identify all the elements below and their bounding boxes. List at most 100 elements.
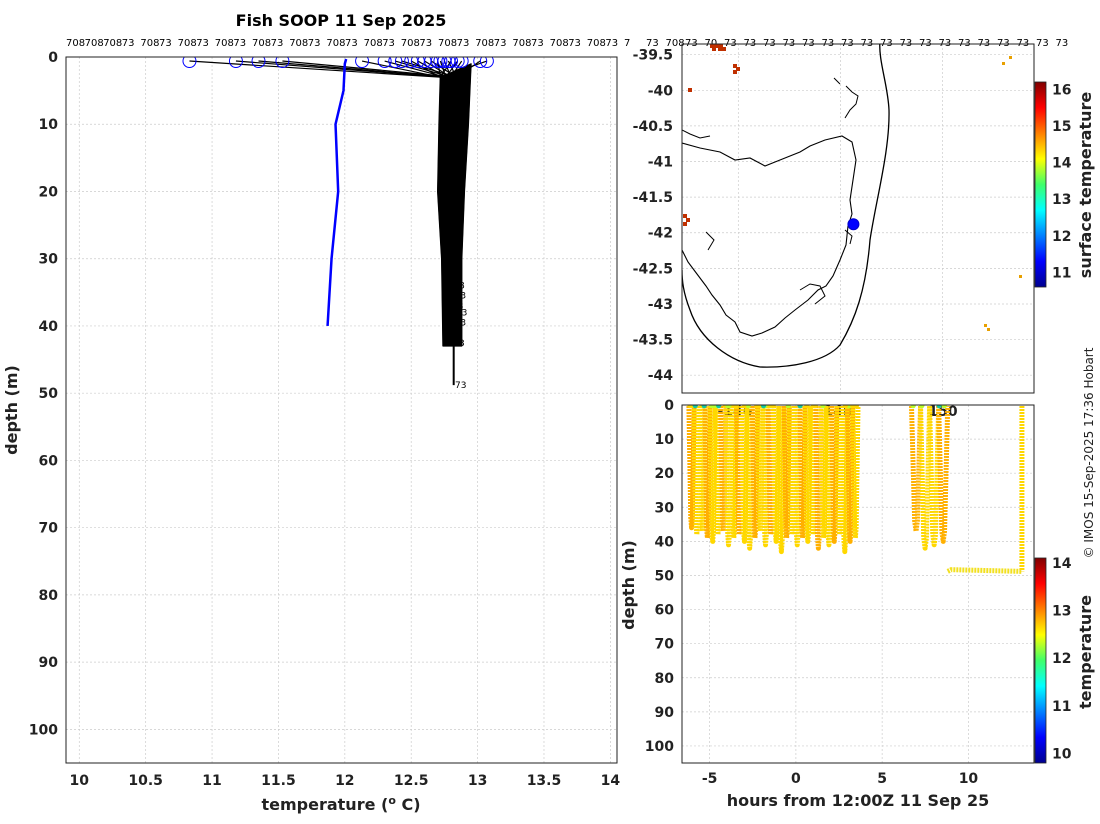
profile-x-tick-label: 12.5 bbox=[394, 773, 429, 789]
depth-time-dive bbox=[813, 405, 824, 551]
depth-time-dive bbox=[802, 405, 813, 544]
profile-top-label: 708 bbox=[289, 38, 308, 49]
profile-surface-point bbox=[433, 57, 448, 69]
profile-bottom-marker: 8 bbox=[459, 282, 465, 292]
depth-time-colorbar-tick: 11 bbox=[1052, 699, 1071, 715]
depth-time-y-label: depth (m) bbox=[619, 540, 638, 630]
depth-time-x-tick-label: -5 bbox=[702, 771, 718, 787]
depth-time-surface-point bbox=[770, 405, 776, 409]
depth-time-surface-point bbox=[760, 405, 767, 409]
depth-time-colorbar-label: temperature bbox=[1076, 595, 1095, 709]
map-lat-label: -40.5 bbox=[633, 119, 673, 135]
depth-time-y-tick-label: 80 bbox=[655, 671, 675, 687]
profile-top-label: 708 bbox=[401, 38, 420, 49]
depth-time-dive bbox=[839, 405, 850, 555]
profile-x-label: temperature (o C) bbox=[261, 794, 420, 814]
depth-time-surface-point bbox=[804, 405, 810, 409]
map-colorbar-tick: 13 bbox=[1052, 192, 1071, 208]
depth-time-y-tick-label: 40 bbox=[655, 534, 675, 550]
profile-surface-line bbox=[439, 60, 447, 78]
profile-top-label: 708 bbox=[550, 38, 569, 49]
map-top-label: 73 bbox=[1036, 38, 1049, 49]
depth-time-dive bbox=[844, 405, 856, 544]
depth-time-y-ticks: 0 10 20 30 40 50 60 70 80 90 100 bbox=[645, 398, 674, 755]
depth-time-colorbar-tick: 14 bbox=[1052, 556, 1072, 572]
depth-time-y-tick-label: 70 bbox=[655, 637, 675, 653]
profile-envelope-right bbox=[460, 63, 472, 347]
profile-top-label: 73 bbox=[271, 38, 284, 49]
profile-surface-point bbox=[479, 57, 494, 69]
depth-time-y-tick-label: 0 bbox=[664, 398, 674, 414]
depth-time-y-tick-label: 30 bbox=[655, 500, 675, 516]
map-sst-pixel bbox=[683, 214, 687, 218]
profile-envelope-left bbox=[437, 77, 444, 347]
profile-top-label: 708 bbox=[178, 38, 197, 49]
map-sst-pixel bbox=[688, 88, 692, 92]
depth-time-dive bbox=[927, 405, 942, 548]
profile-top-label: 708 bbox=[66, 38, 85, 49]
bass-strait-coast bbox=[682, 77, 859, 305]
profile-bottom-marker: 8 bbox=[456, 329, 462, 339]
vessel-position bbox=[847, 218, 860, 231]
depth-time-colorbar-tick: 12 bbox=[1052, 651, 1071, 667]
map-lat-label: -40 bbox=[648, 83, 674, 99]
map-lat-label: -41 bbox=[648, 155, 673, 171]
depth-time-y-tick-label: 100 bbox=[645, 739, 674, 755]
profile-top-label: 73 bbox=[308, 38, 321, 49]
profile-surface-point bbox=[228, 57, 243, 69]
depth-time-x-tick-label: 0 bbox=[791, 771, 801, 787]
map-sst-pixel bbox=[987, 328, 990, 331]
profile-top-label: 708 bbox=[512, 38, 531, 49]
map-sst-pixel bbox=[733, 64, 737, 68]
profile-y-tick-label: 40 bbox=[39, 319, 59, 335]
profile-top-label: 708 bbox=[85, 38, 104, 49]
profile-x-tick-label: 10.5 bbox=[128, 773, 163, 789]
watermark: © IMOS 15-Sep-2025 17:36 Hobart bbox=[1082, 347, 1096, 558]
map-sst-pixel bbox=[736, 67, 740, 71]
profile-top-label: 73 bbox=[494, 38, 507, 49]
profile-bottom-marker: 3 bbox=[459, 339, 465, 349]
profile-title: Fish SOOP 11 Sep 2025 bbox=[236, 11, 447, 30]
map-sst-pixel bbox=[712, 47, 716, 51]
depth-time-dive bbox=[739, 405, 750, 544]
map-sst-pixel bbox=[733, 70, 737, 74]
depth-time-dive bbox=[749, 405, 761, 541]
profile-y-tick-label: 70 bbox=[39, 521, 59, 537]
profile-bottom-marker: 3 bbox=[460, 319, 466, 329]
profile-surface-point bbox=[388, 57, 403, 69]
profile-top-label: 73 bbox=[122, 38, 135, 49]
map-lat-label: -42.5 bbox=[633, 261, 673, 277]
profile-top-label: 73 bbox=[233, 38, 246, 49]
depth-time-colorbar-ticks: 10 11 12 13 14 bbox=[1052, 556, 1072, 763]
profile-y-tick-label: 30 bbox=[39, 252, 59, 268]
profile-surface-point bbox=[182, 57, 197, 69]
profile-surface-line bbox=[440, 60, 488, 78]
depth-time-surface-point bbox=[941, 405, 947, 409]
map-sst-pixel bbox=[1002, 62, 1005, 65]
profile-reference-line bbox=[326, 58, 348, 327]
depth-time-x-tick-label: 5 bbox=[877, 771, 887, 787]
depth-time-dive bbox=[696, 405, 708, 534]
depth-time-y-tick-label: 60 bbox=[655, 603, 675, 619]
profile-top-label: 73 bbox=[382, 38, 395, 49]
profile-top-labels: 708 708 708 73 708 73 708 73 708 73 708 73 708 73 708 7… bbox=[66, 38, 630, 49]
map-top-label: 708 bbox=[666, 38, 685, 49]
depth-time-dive bbox=[686, 405, 697, 531]
depth-time-surface-point bbox=[910, 405, 916, 409]
depth-time-dive bbox=[776, 405, 787, 555]
shelf-contour bbox=[682, 44, 890, 368]
profile-bottom-marker: 3 bbox=[462, 309, 468, 319]
profile-surface-point bbox=[251, 57, 266, 69]
depth-time-dive bbox=[691, 405, 702, 538]
profile-x-tick-label: 11.5 bbox=[261, 773, 296, 789]
depth-time-dive bbox=[829, 405, 840, 544]
map-colorbar-label: surface temperature bbox=[1076, 92, 1095, 279]
depth-time-x-tick-label: 10 bbox=[959, 771, 979, 787]
depth-time-surface-point bbox=[936, 405, 942, 409]
depth-time-y-tick-label: 20 bbox=[655, 466, 675, 482]
profile-bottom-marker: 3 bbox=[460, 292, 466, 302]
depth-time-dive bbox=[850, 405, 861, 541]
profile-top-label: 73 bbox=[605, 38, 618, 49]
depth-time-dive bbox=[918, 405, 933, 551]
